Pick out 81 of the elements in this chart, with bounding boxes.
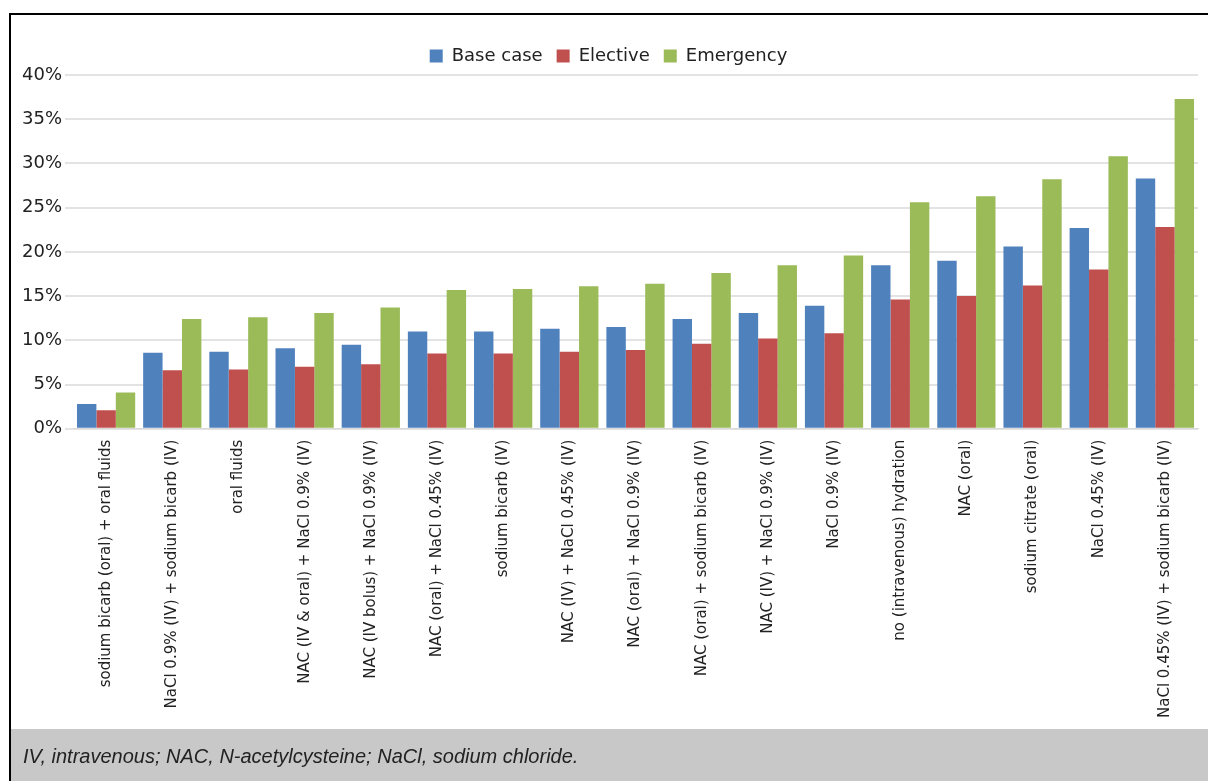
x-tick-label: sodium bicarb (IV) [493, 439, 512, 578]
bar [209, 351, 229, 428]
y-tick-label: 40% [21, 62, 63, 84]
y-tick-label: 30% [21, 151, 63, 173]
legend-label: Base case [451, 43, 543, 65]
bar [294, 366, 315, 428]
bar [314, 312, 334, 428]
bar [890, 299, 910, 428]
x-tick-label: NaCl 0.45% (IV) + sodium bicarb (IV) [1154, 439, 1173, 718]
bar [1155, 227, 1175, 428]
bar [672, 319, 692, 428]
bar [738, 312, 759, 428]
bar [540, 328, 560, 428]
x-tick-label: NAC (IV bolus) + NaCl 0.9% (IV) [360, 439, 379, 679]
y-tick-label: 35% [21, 106, 63, 128]
x-tick-label: NAC (IV & oral) + NaCl 0.9% (IV) [294, 439, 313, 684]
y-tick-label: 25% [21, 195, 63, 217]
bar [143, 352, 163, 428]
bar [937, 260, 957, 428]
bar [777, 265, 797, 428]
bar [1089, 269, 1109, 428]
x-tick-label: NaCl 0.9% (IV) [823, 439, 842, 549]
bar [1022, 285, 1043, 428]
bar [758, 338, 778, 428]
bar [625, 350, 646, 428]
bar [691, 343, 712, 428]
bar [711, 273, 731, 428]
x-tick-label: no (intravenous) hydration [890, 439, 909, 641]
x-tick-label: NAC (IV) + NaCl 0.45% (IV) [559, 439, 578, 644]
bar [407, 331, 428, 428]
bar [1108, 156, 1128, 428]
bar [115, 392, 136, 428]
bar [493, 353, 513, 428]
bar [1042, 179, 1062, 428]
bar [446, 289, 467, 428]
bar [512, 289, 533, 428]
bar [341, 344, 362, 428]
bar [162, 370, 182, 428]
x-tick-label: oral fluids [228, 439, 247, 514]
bar [606, 327, 626, 428]
bar [474, 331, 494, 428]
x-tick-label: sodium bicarb (oral) + oral fluids [95, 439, 114, 688]
bar [976, 196, 996, 428]
y-tick-label: 5% [33, 372, 63, 394]
x-tick-label: sodium citrate (oral) [1022, 439, 1041, 594]
x-tick-label: NAC (IV) + NaCl 0.9% (IV) [757, 439, 776, 634]
y-tick-label: 0% [33, 416, 63, 438]
bar [1174, 98, 1195, 428]
bar [824, 333, 844, 428]
legend-label: Emergency [685, 43, 788, 65]
x-tick-label: NAC (oral) + NaCl 0.45% (IV) [426, 439, 445, 658]
x-tick-label: NaCl 0.9% (IV) + sodium bicarb (IV) [162, 439, 181, 709]
bar [909, 202, 930, 428]
y-tick-label: 20% [21, 239, 63, 261]
bar [1003, 246, 1023, 428]
bar [559, 351, 580, 428]
bar [645, 283, 665, 428]
bar [275, 348, 295, 428]
bar [871, 265, 891, 428]
y-tick-label: 10% [21, 327, 63, 349]
bar [361, 364, 381, 428]
y-tick-label: 15% [21, 283, 63, 305]
bar [956, 296, 977, 428]
bar [427, 353, 447, 428]
bar [76, 403, 97, 428]
bar [96, 410, 116, 428]
bar [804, 305, 825, 428]
x-tick-label: NAC (oral) + sodium bicarb (IV) [691, 439, 710, 677]
text: IV, intravenous; NAC, N-acetylcysteine; NaCl, sodium chloride. [22, 744, 580, 768]
bar [843, 255, 864, 428]
bar [1135, 178, 1156, 428]
bar [228, 369, 249, 428]
bar [579, 286, 599, 428]
x-tick-label: NAC (oral) + NaCl 0.9% (IV) [625, 439, 644, 648]
bar [181, 319, 202, 428]
bar [380, 307, 400, 428]
x-tick-label: NAC (oral) [956, 439, 975, 517]
bar [1069, 227, 1090, 428]
legend-label: Elective [578, 43, 650, 65]
x-tick-label: NaCl 0.45% (IV) [1088, 439, 1107, 559]
bar [248, 317, 268, 428]
